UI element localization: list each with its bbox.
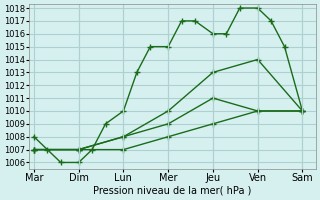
X-axis label: Pression niveau de la mer( hPa ): Pression niveau de la mer( hPa )	[93, 186, 252, 196]
